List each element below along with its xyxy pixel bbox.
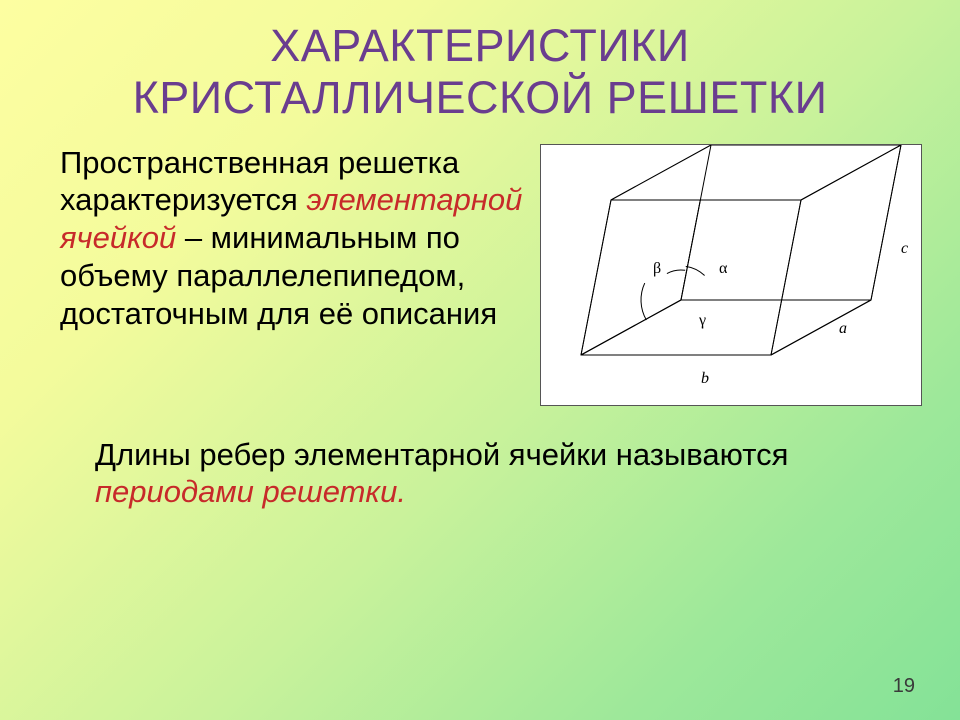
svg-text:b: b	[701, 370, 709, 387]
unit-cell-svg: α β γ a b c	[541, 145, 921, 405]
periods-part-1: Длины ребер элементарной ячейки называют…	[95, 437, 788, 472]
periods-dot: .	[397, 474, 406, 509]
periods-paragraph: Длины ребер элементарной ячейки называют…	[0, 406, 960, 512]
periods-emphasis: периодами решетки	[95, 474, 397, 509]
svg-text:α: α	[719, 260, 728, 277]
unit-cell-diagram: α β γ a b c	[540, 144, 922, 406]
content-row: Пространственная решетка характеризуется…	[0, 124, 960, 406]
svg-text:β: β	[653, 260, 661, 277]
svg-text:c: c	[901, 240, 908, 257]
svg-text:a: a	[839, 320, 847, 337]
title-line-2: КРИСТАЛЛИЧЕСКОЙ РЕШЕТКИ	[133, 72, 828, 123]
description-paragraph: Пространственная решетка характеризуется…	[60, 134, 530, 333]
slide: ХАРАКТЕРИСТИКИ КРИСТАЛЛИЧЕСКОЙ РЕШЕТКИ П…	[0, 0, 960, 720]
svg-text:γ: γ	[698, 312, 706, 329]
title-line-1: ХАРАКТЕРИСТИКИ	[270, 20, 690, 71]
page-number: 19	[893, 675, 915, 698]
slide-title: ХАРАКТЕРИСТИКИ КРИСТАЛЛИЧЕСКОЙ РЕШЕТКИ	[0, 0, 960, 124]
